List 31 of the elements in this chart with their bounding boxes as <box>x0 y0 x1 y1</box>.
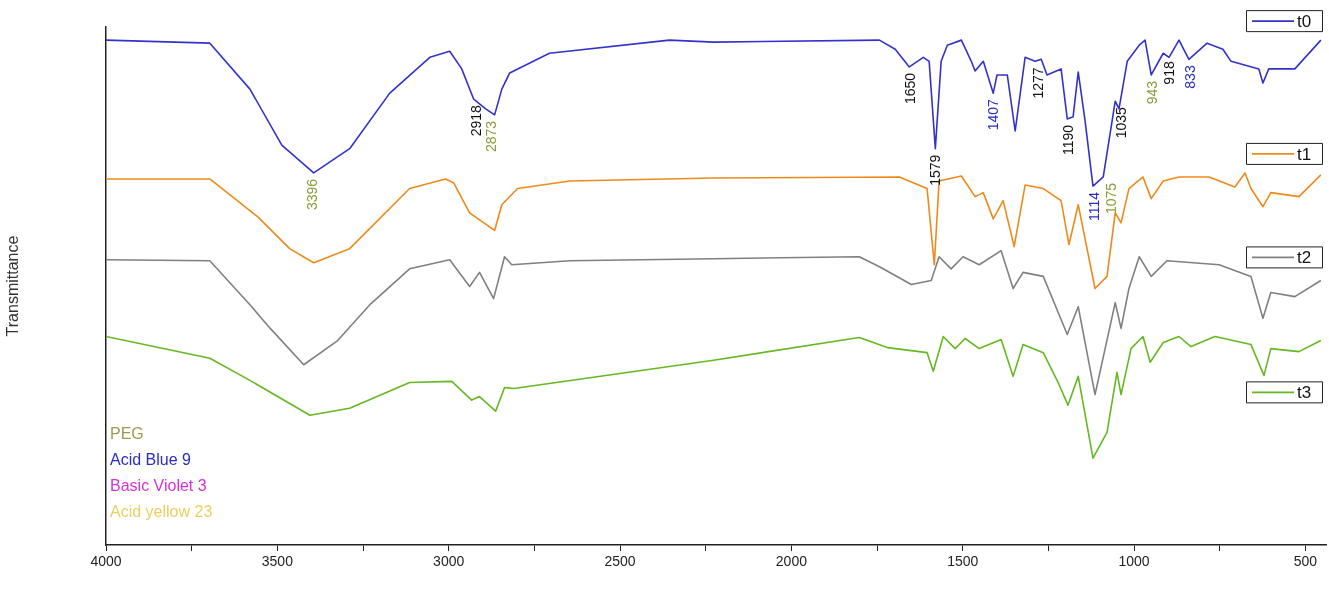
y-axis-title: Transmittance <box>4 235 22 337</box>
x-tick-label: 1000 <box>1118 553 1150 570</box>
annotation: 1075 <box>1103 182 1120 215</box>
legend-label: t3 <box>1297 383 1312 403</box>
annotation: 2873 <box>483 120 500 152</box>
annotation: 1407 <box>985 98 1002 131</box>
legend-label: t0 <box>1297 11 1312 31</box>
annotation: 3396 <box>303 178 320 211</box>
x-tick-label: 2000 <box>775 553 808 570</box>
annotation: 943 <box>1144 80 1161 105</box>
x-tick-label: 1500 <box>947 553 979 570</box>
x-tick-label: 3000 <box>433 553 465 570</box>
x-tick-label: 2500 <box>604 553 636 570</box>
legend-label: t2 <box>1297 248 1312 268</box>
x-tick-label: 3500 <box>261 553 294 570</box>
annotation: 1190 <box>1059 124 1076 155</box>
annotation: Basic Violet 3 <box>110 477 207 495</box>
annotation: 1114 <box>1085 191 1102 222</box>
annotation: 1277 <box>1030 67 1047 99</box>
annotation: 833 <box>1182 65 1199 89</box>
annotation: 1579 <box>926 154 943 186</box>
annotation: 2918 <box>467 104 484 137</box>
annotation: 1035 <box>1112 107 1129 139</box>
annotation: Acid Blue 9 <box>110 451 192 469</box>
annotation: 1650 <box>902 72 919 105</box>
x-tick-label: 500 <box>1293 553 1318 570</box>
annotation: PEG <box>110 425 144 443</box>
legend-label: t1 <box>1297 144 1312 164</box>
annotation: 918 <box>1161 61 1178 85</box>
x-tick-label: 4000 <box>90 553 122 570</box>
annotation: Acid yellow 23 <box>110 503 213 521</box>
